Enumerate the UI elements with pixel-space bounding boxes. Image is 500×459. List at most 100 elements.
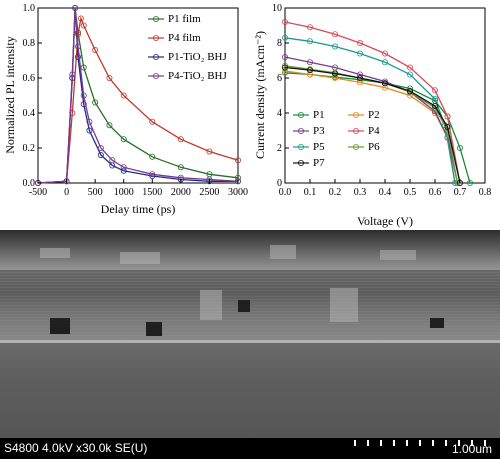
pl-y-tick-label: 0.8: [23, 38, 36, 49]
jv-x-tick-label: 0.2: [329, 187, 342, 198]
pl-legend-label: P1-TiO₂ BHJ: [168, 51, 227, 63]
pl-y-tick-label: 0.2: [23, 143, 36, 154]
jv-x-tick-label: 0.8: [479, 187, 492, 198]
jv-data-point: [306, 24, 313, 31]
jv-legend-label: P1: [313, 109, 325, 121]
pl-x-tick-label: 1500: [142, 187, 162, 198]
pl-data-point: [206, 178, 213, 185]
jv-legend-marker: [297, 143, 304, 150]
pl-data-point: [97, 151, 104, 158]
pl-data-point: [63, 178, 70, 185]
jv-data-point: [281, 34, 288, 41]
pl-data-point: [106, 122, 113, 129]
jv-data-point: [281, 64, 288, 71]
jv-x-ticks: 0.0 0.1 0.2 0.3 0.4 0.5 0.6 0.7 0.8: [279, 179, 492, 198]
jv-series-line: [284, 56, 459, 184]
pl-data-point: [149, 172, 156, 179]
sem-grain: [380, 250, 416, 260]
jv-series-line: [284, 66, 461, 184]
pl-legend-marker: [152, 54, 159, 61]
pl-data-point: [120, 164, 127, 171]
jv-data-point: [381, 80, 388, 87]
pl-x-tick-label: 1000: [114, 187, 134, 198]
pl-x-axis-label: Delay time (ps): [101, 202, 176, 216]
pl-y-tick-label: 0.6: [23, 73, 36, 84]
pl-data-point: [75, 54, 82, 61]
jv-x-tick-label: 0.6: [429, 187, 442, 198]
jv-data-point: [466, 179, 473, 186]
jv-data-point: [431, 104, 438, 111]
pl-data-point: [75, 31, 82, 38]
pl-data-point: [177, 136, 184, 143]
pl-series-group: [35, 5, 241, 186]
pl-x-tick-label: 2500: [199, 187, 219, 198]
pl-data-point: [92, 47, 99, 54]
pl-data-point: [97, 144, 104, 151]
pl-legend-marker: [152, 35, 159, 42]
jv-data-point: [356, 50, 363, 57]
sem-pore: [430, 318, 444, 328]
jv-y-tick-label: 2: [277, 143, 282, 154]
pl-legend-label: P1 film: [168, 13, 201, 25]
sem-scale-ruler: [354, 440, 486, 446]
pl-data-point: [149, 118, 156, 125]
jv-data-point: [281, 62, 288, 69]
sem-pore: [50, 318, 70, 334]
jv-legend-marker: [297, 127, 304, 134]
pl-data-point: [234, 157, 241, 164]
jv-data-point: [331, 31, 338, 38]
jv-x-tick-label: 0.5: [404, 187, 417, 198]
figure-panels: -500 0 500 1000 1500 2000 2500 3000 0.00.20.40.…: [3, 3, 492, 228]
sem-scale-label: 1.00um: [451, 442, 492, 456]
jv-data-point: [456, 144, 463, 151]
jv-data-point: [381, 59, 388, 66]
pl-data-point: [80, 64, 87, 71]
jv-data-point: [306, 59, 313, 66]
jv-data-point: [331, 70, 338, 77]
jv-x-tick-label: 0.4: [379, 187, 392, 198]
jv-data-point: [331, 43, 338, 50]
jv-data-point: [281, 54, 288, 61]
jv-legend-label: P4: [368, 125, 380, 137]
pl-data-point: [80, 92, 87, 99]
sem-micrograph: S4800 4.0kV x30.0k SE(U) 1.00um: [0, 230, 500, 459]
jv-data-point: [431, 96, 438, 103]
jv-data-point: [356, 75, 363, 82]
pl-x-tick-label: 3000: [228, 187, 248, 198]
pl-x-tick-label: 0: [64, 187, 69, 198]
pl-data-point: [72, 5, 79, 11]
pl-x-tick-label: 500: [88, 187, 103, 198]
pl-data-point: [80, 22, 87, 29]
jv-legend-label: P7: [313, 157, 325, 169]
jv-legend-label: P2: [368, 109, 380, 121]
jv-data-point: [281, 18, 288, 25]
jv-x-tick-label: 0.1: [304, 187, 317, 198]
pl-data-point: [149, 171, 156, 178]
jv-legend-label: P3: [313, 125, 325, 137]
pl-data-point: [120, 136, 127, 143]
jv-legend-marker: [297, 159, 304, 166]
pl-legend-label: P4 film: [168, 32, 201, 44]
pl-data-point: [75, 43, 82, 50]
jv-series-group: [281, 18, 473, 186]
pl-legend-marker: [152, 73, 159, 80]
jv-y-tick-label: 10: [272, 3, 282, 14]
pl-data-point: [120, 167, 127, 174]
jv-data-point: [406, 64, 413, 71]
jv-y-axis-label: Current density (mAcm⁻²): [253, 31, 267, 159]
pl-data-point: [109, 157, 116, 164]
pl-data-point: [69, 71, 76, 78]
jv-y-tick-label: 6: [277, 73, 282, 84]
sem-interface-line: [0, 340, 500, 344]
jv-data-point: [406, 92, 413, 99]
pl-x-ticks: -500 0 500 1000 1500 2000 2500 3000: [29, 179, 248, 198]
pl-data-point: [234, 178, 241, 185]
pl-data-point: [120, 92, 127, 99]
jv-legend: P1 P2 P3 P4 P5 P6 P7: [293, 109, 380, 169]
jv-data-point: [431, 87, 438, 94]
jv-data-point: [381, 78, 388, 85]
jv-data-point: [444, 113, 451, 120]
sem-grain: [40, 248, 70, 258]
pl-decay-chart: -500 0 500 1000 1500 2000 2500 3000 0.00.20.40.…: [3, 3, 248, 216]
jv-series-line: [284, 21, 461, 184]
